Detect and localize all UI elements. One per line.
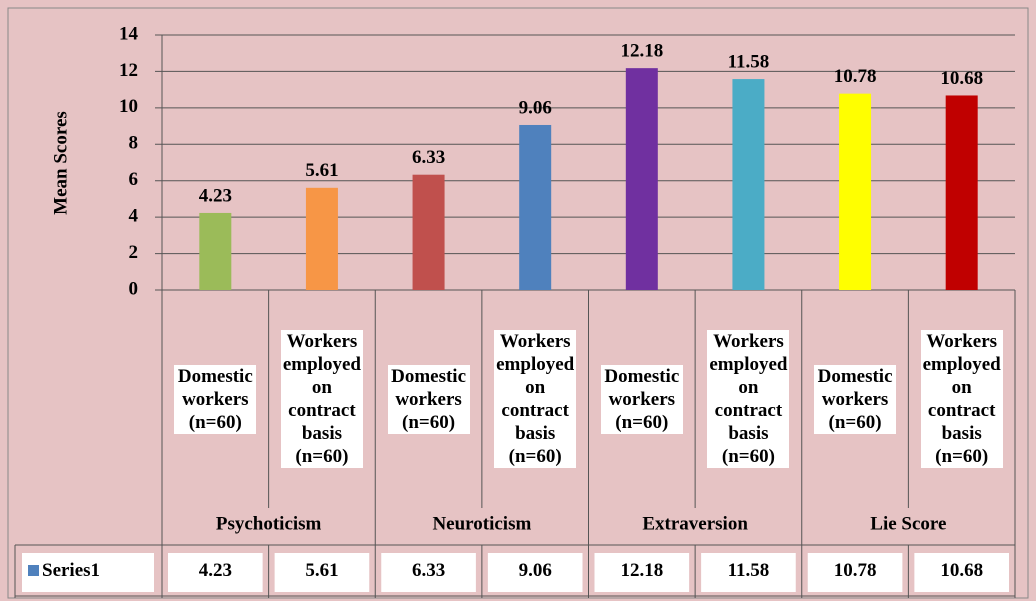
table-value: 12.18 (620, 560, 663, 581)
table-cell-bg (168, 553, 263, 592)
bar (839, 93, 872, 291)
x-tick-label: Domestic workers (n=60) (387, 364, 470, 434)
legend-label: Series1 (42, 560, 100, 581)
data-label: 10.78 (834, 66, 877, 87)
y-tick-label: 12 (119, 60, 138, 81)
data-label: 4.23 (199, 185, 232, 206)
bar (732, 79, 765, 290)
table-value: 10.78 (834, 560, 877, 581)
bar (519, 124, 552, 290)
x-tick-label-box: Workers employed on contract basis (n=60… (482, 293, 589, 505)
data-label: 10.68 (940, 68, 983, 89)
x-tick-label-box: Domestic workers (n=60) (589, 293, 696, 505)
x-tick-label-box: Workers employed on contract basis (n=60… (908, 293, 1015, 505)
bar (945, 95, 978, 290)
x-tick-label: Domestic workers (n=60) (600, 364, 683, 434)
x-tick-label: Workers employed on contract basis (n=60… (920, 330, 1003, 468)
table-cell-bg (594, 553, 690, 592)
data-label: 12.18 (620, 41, 663, 62)
group-label: Psychoticism (216, 513, 322, 534)
group-label: Lie Score (870, 513, 946, 534)
table-cell-bg (381, 553, 476, 592)
table-value: 5.61 (305, 560, 338, 581)
y-tick-label: 0 (129, 278, 139, 299)
data-label: 5.61 (305, 160, 338, 181)
x-tick-label: Workers employed on contract basis (n=60… (280, 330, 363, 468)
x-tick-label-box: Domestic workers (n=60) (162, 293, 269, 505)
bar (305, 187, 338, 290)
x-tick-label-box: Domestic workers (n=60) (802, 293, 909, 505)
group-label: Neuroticism (432, 513, 531, 534)
y-axis-label: Mean Scores (50, 111, 71, 215)
x-tick-label: Domestic workers (n=60) (814, 364, 897, 434)
y-tick-label: 4 (129, 206, 139, 227)
table-value: 4.23 (199, 560, 232, 581)
bar (412, 174, 445, 290)
y-tick-label: 10 (119, 96, 138, 117)
legend-key (28, 565, 39, 576)
x-tick-label-box: Workers employed on contract basis (n=60… (695, 293, 802, 505)
table-cell-bg (274, 553, 370, 592)
table-value: 11.58 (728, 560, 770, 581)
bar (625, 68, 658, 291)
table-value: 9.06 (519, 560, 552, 581)
chart-border (7, 7, 1029, 599)
y-tick-label: 2 (129, 242, 139, 263)
x-tick-label-box: Workers employed on contract basis (n=60… (269, 293, 376, 505)
table-cell-bg (487, 553, 583, 592)
table-value: 6.33 (412, 560, 445, 581)
data-label: 9.06 (519, 97, 552, 118)
table-cell-bg (701, 553, 796, 592)
y-tick-label: 6 (129, 169, 139, 190)
x-tick-label-box: Domestic workers (n=60) (375, 293, 482, 505)
x-tick-label: Workers employed on contract basis (n=60… (707, 330, 790, 468)
data-label: 6.33 (412, 147, 445, 168)
table-cell-bg (807, 553, 903, 592)
x-tick-label: Domestic workers (n=60) (174, 364, 257, 434)
y-tick-label: 8 (129, 133, 139, 154)
x-tick-label: Workers employed on contract basis (n=60… (494, 330, 577, 468)
table-value: 10.68 (940, 560, 983, 581)
table-cell-bg (914, 553, 1009, 592)
legend-bg (22, 553, 154, 592)
y-tick-label: 14 (119, 23, 139, 44)
group-label: Extraversion (642, 513, 748, 534)
bar (199, 212, 232, 290)
data-label: 11.58 (728, 51, 770, 72)
